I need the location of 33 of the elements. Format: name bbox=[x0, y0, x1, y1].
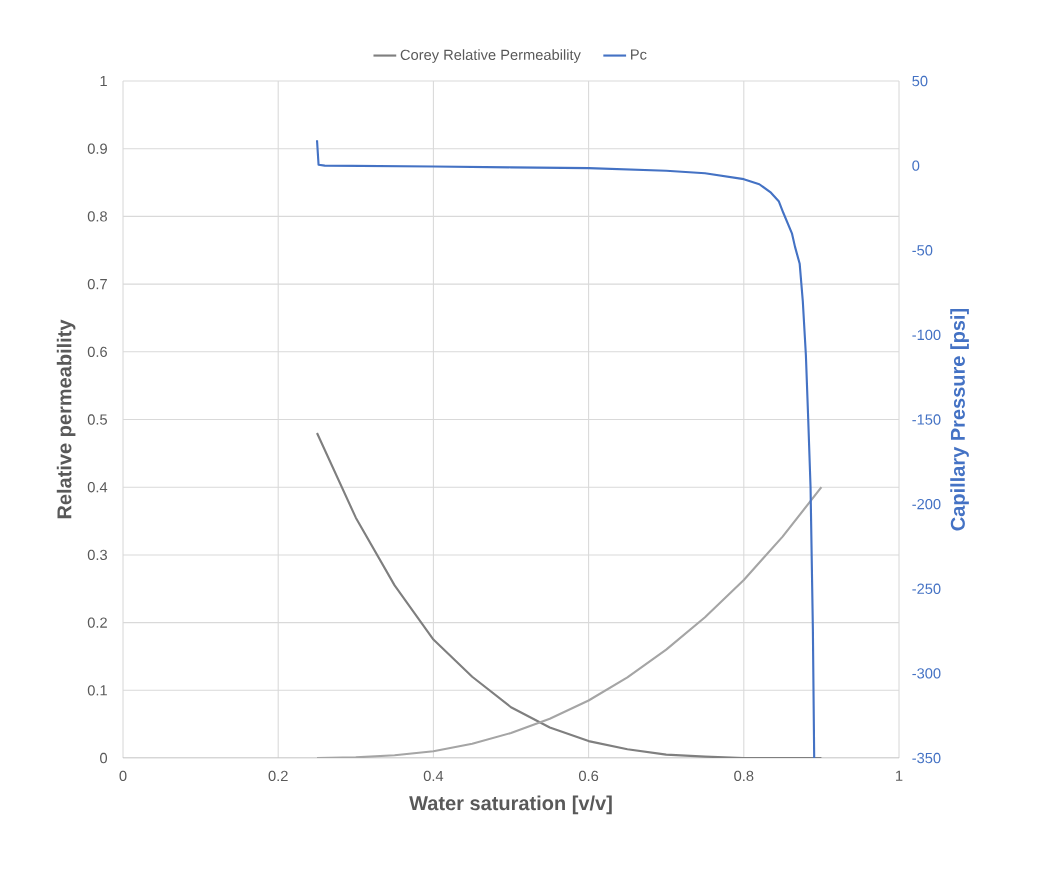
y-axis-title: Relative permeability bbox=[56, 319, 76, 519]
y2-tick-label: 0 bbox=[912, 160, 920, 171]
legend-label: Pc bbox=[631, 49, 647, 60]
y-tick-label: 0.5 bbox=[87, 414, 107, 425]
y2-tick-label: -150 bbox=[912, 414, 941, 425]
x-tick-label: 0.6 bbox=[578, 770, 599, 782]
line-series bbox=[315, 139, 816, 759]
y2-tick-label: -50 bbox=[912, 245, 933, 256]
line-series bbox=[315, 486, 823, 759]
y2-axis-title: Capillary Pressure [psi] bbox=[950, 308, 969, 531]
x-tick-label: 0.8 bbox=[734, 770, 754, 782]
y2-tick-label: -100 bbox=[912, 329, 941, 341]
x-axis-title: Water saturation [v/v] bbox=[409, 795, 612, 815]
y-tick-label: 0.2 bbox=[87, 617, 107, 628]
y2-tick-label: -250 bbox=[912, 583, 941, 594]
y-tick-label: 0.8 bbox=[87, 211, 107, 222]
x-tick-label: 0.2 bbox=[268, 770, 288, 782]
x-tick-label: 0 bbox=[119, 770, 127, 782]
x-tick-label: 0.4 bbox=[423, 770, 444, 782]
y-tick-label: 0.3 bbox=[87, 549, 107, 561]
y-tick-label: 0.6 bbox=[87, 346, 107, 357]
y2-tick-label: -200 bbox=[912, 498, 941, 510]
y2-tick-label: -350 bbox=[912, 752, 941, 764]
y-tick-label: 0.9 bbox=[87, 143, 107, 154]
y-tick-label: 0.7 bbox=[87, 278, 107, 290]
x-tick-label: 1 bbox=[896, 770, 903, 781]
y-tick-label: 0.4 bbox=[87, 482, 108, 493]
y2-tick-label: -300 bbox=[912, 668, 941, 679]
legend-label: Corey Relative Permeability bbox=[400, 49, 581, 63]
y-tick-label: 0 bbox=[100, 752, 108, 764]
y-tick-label: 1 bbox=[100, 75, 107, 87]
y2-tick-label: 50 bbox=[912, 75, 928, 87]
y-tick-label: 0.1 bbox=[87, 685, 107, 696]
